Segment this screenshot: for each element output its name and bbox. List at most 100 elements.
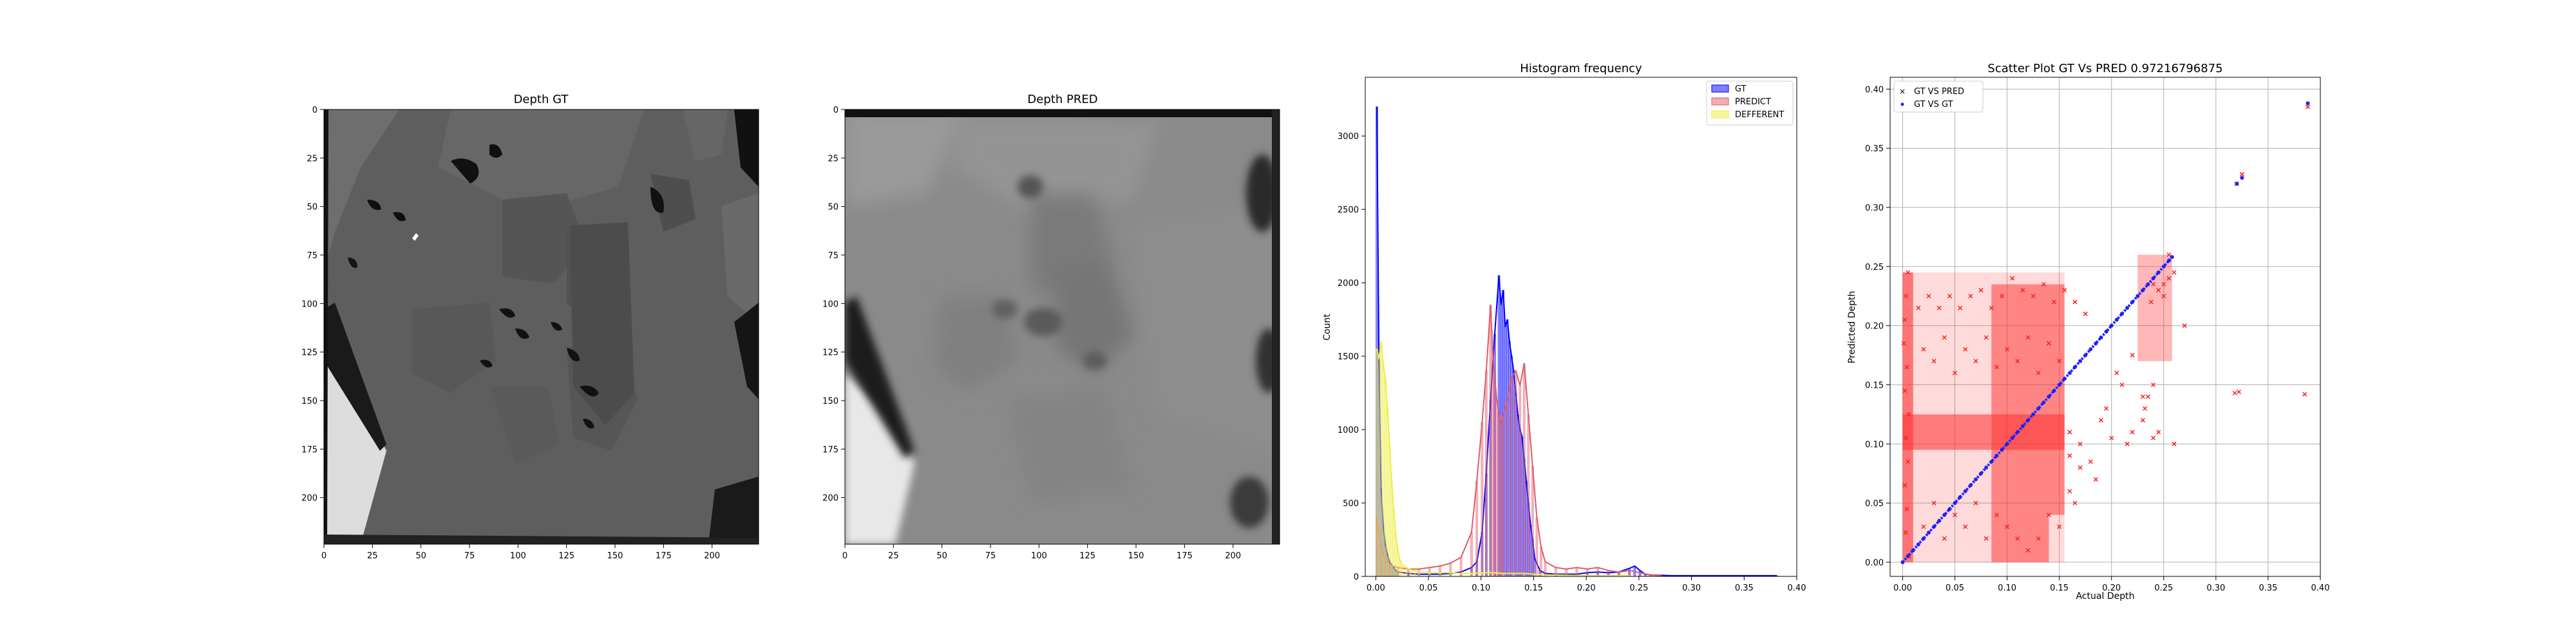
scatter-point — [2130, 430, 2135, 435]
scatter-point — [1906, 270, 1911, 275]
scatter-xlabel: Actual Depth — [2076, 591, 2135, 601]
legend-predict-label: PREDICT — [1735, 97, 1771, 107]
scatter-point — [2114, 370, 2119, 375]
scatter-point — [2062, 288, 2067, 293]
scatter-point — [2067, 489, 2072, 494]
scatter-point — [2156, 430, 2161, 435]
scatter-point — [2172, 270, 2177, 275]
identity-line — [1901, 256, 2174, 564]
scatter-point — [2236, 389, 2242, 395]
x-tick-label: 0 — [321, 551, 327, 561]
histogram-bar — [1376, 348, 1378, 577]
histogram-kde-line — [1376, 305, 1662, 576]
histogram-bar — [1381, 363, 1385, 577]
histogram-bar — [1379, 341, 1383, 577]
scatter-point — [2036, 536, 2041, 541]
y-tick-label: 50 — [307, 203, 317, 213]
scatter-point — [1942, 335, 1947, 340]
scatter-ylabel: Predicted Depth — [1847, 291, 1857, 364]
histogram-marks — [1376, 106, 1778, 577]
scatter-point — [2156, 288, 2161, 293]
x-tick-label: 0.15 — [1524, 583, 1543, 593]
scatter-point — [1963, 524, 1968, 529]
scatter-point — [1994, 365, 1999, 370]
scatter-point — [1931, 359, 1937, 364]
scatter-point — [1984, 335, 1989, 340]
histogram-legend: GT PREDICT DEFFERENT — [1706, 80, 1794, 126]
histogram-bar — [1519, 385, 1522, 577]
y-tick-label: 75 — [307, 251, 317, 261]
scatter-point — [2166, 252, 2172, 258]
y-tick-label: 0.40 — [1865, 85, 1884, 95]
scatter-point — [2125, 441, 2130, 446]
scatter-point — [2072, 299, 2078, 305]
scatter-density-region — [1991, 284, 2049, 562]
scatter-point — [2302, 392, 2307, 397]
y-tick-label: 0.15 — [1865, 381, 1884, 390]
y-tick-label: 75 — [828, 251, 838, 261]
scatter-point — [1968, 294, 1973, 299]
scatter-point — [1989, 305, 1994, 310]
scatter-point — [1999, 294, 2005, 299]
depth-gt-panel: Depth GT — [301, 93, 759, 561]
scatter-point — [2151, 435, 2156, 440]
histogram-bar — [1502, 415, 1504, 577]
scatter-point — [2104, 406, 2109, 411]
scatter-point — [1952, 512, 1958, 518]
histogram-bar — [1495, 400, 1499, 577]
x-tick-label: 0.35 — [2259, 583, 2277, 593]
scatter-point — [1906, 459, 1911, 464]
scatter-point — [2306, 104, 2311, 109]
scatter-point — [1903, 294, 1908, 299]
y-tick-label: 175 — [822, 445, 838, 455]
scatter-point — [2046, 512, 2051, 518]
histogram-bar — [1514, 370, 1517, 577]
histogram-bar — [1512, 370, 1515, 577]
scatter-density-region — [1902, 272, 1913, 562]
depth-gt-image — [324, 109, 759, 544]
x-tick-label: 175 — [1177, 551, 1193, 561]
scatter-point — [2140, 394, 2145, 399]
y-tick-label: 0.10 — [1865, 440, 1884, 450]
histogram-bar — [1481, 422, 1484, 577]
scatter-point — [2151, 382, 2156, 388]
histogram-bar — [1384, 378, 1387, 577]
y-tick-label: 0 — [1354, 573, 1359, 582]
scatter-point — [1947, 294, 1952, 299]
x-tick-label: 125 — [1079, 551, 1095, 561]
histogram-bar — [1405, 567, 1408, 577]
legend-gt-vs-pred-marker: × — [1899, 87, 1906, 96]
legend-gt-vs-gt-label: GT VS GT — [1914, 100, 1953, 109]
histogram-panel: Histogram frequency Count 0.00 0.05 0.10 0.… — [1322, 62, 1806, 593]
y-tick-label: 200 — [822, 494, 838, 504]
scatter-point — [2015, 536, 2020, 541]
histogram-title: Histogram frequency — [1520, 62, 1642, 75]
scatter-point — [1973, 500, 1978, 506]
histogram-bar — [1378, 359, 1381, 577]
scatter-point — [2078, 441, 2083, 446]
scatter-point — [2072, 500, 2078, 506]
scatter-point — [2025, 548, 2031, 553]
x-tick-label: 175 — [656, 551, 672, 561]
scatter-density-region — [2137, 254, 2172, 361]
histogram-bar — [1522, 363, 1526, 577]
histogram-bar — [1517, 415, 1519, 577]
histogram-series-gt — [1376, 106, 1778, 577]
scatter-point — [1937, 305, 1942, 310]
scatter-point — [2031, 294, 2036, 299]
scatter-point — [2161, 294, 2166, 299]
x-tick-label: 150 — [1128, 551, 1144, 561]
scatter-panel: Scatter Plot GT Vs PRED 0.97216796875 Ac… — [1847, 62, 2329, 601]
x-tick-label: 0.30 — [1682, 583, 1701, 593]
y-tick-label: 50 — [828, 203, 838, 213]
scatter-point — [1921, 524, 1926, 529]
scatter-point — [2020, 288, 2025, 293]
x-tick-label: 0.20 — [2102, 583, 2121, 593]
x-tick-label: 0.40 — [2311, 583, 2330, 593]
x-tick-label: 50 — [415, 551, 426, 561]
scatter-point — [2140, 418, 2145, 423]
scatter-title: Scatter Plot GT Vs PRED 0.97216796875 — [1987, 62, 2222, 75]
depth-pred-image — [845, 109, 1280, 544]
legend-defferent-swatch — [1711, 110, 1729, 118]
scatter-point — [2046, 341, 2051, 346]
